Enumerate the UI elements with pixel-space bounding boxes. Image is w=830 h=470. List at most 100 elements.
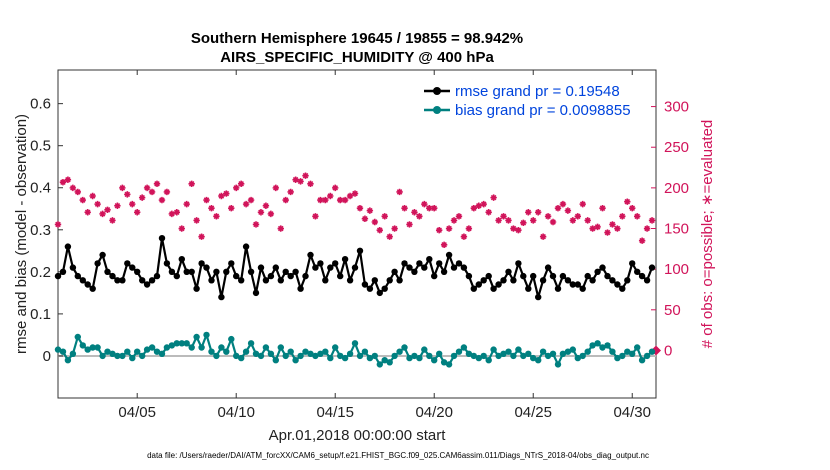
obs-point — [94, 200, 101, 208]
bias-point — [267, 350, 275, 357]
obs-point — [455, 213, 463, 220]
rmse-point — [515, 260, 522, 267]
obs-point — [109, 217, 116, 224]
obs-point — [79, 196, 86, 204]
obs-point — [421, 200, 428, 208]
obs-point — [619, 213, 626, 220]
x-tick-label: 04/30 — [613, 404, 651, 421]
rmse-point — [624, 277, 631, 284]
obs-point — [89, 192, 96, 200]
bias-point — [421, 346, 428, 353]
bias-point — [643, 352, 651, 360]
rmse-point — [178, 256, 185, 263]
bias-point — [114, 352, 121, 360]
bias-point — [544, 352, 552, 360]
y2-tick-label: 150 — [664, 221, 689, 238]
obs-point — [287, 188, 294, 196]
bias-point — [124, 348, 131, 355]
rmse-point — [594, 268, 601, 275]
bias-point — [638, 357, 646, 364]
obs-point — [237, 180, 245, 188]
rmse-point — [79, 277, 87, 284]
bias-point — [436, 350, 443, 357]
rmse-point — [619, 285, 626, 292]
rmse-point — [411, 268, 418, 275]
obs-point — [356, 204, 364, 212]
obs-point — [153, 180, 161, 188]
y2-tick-label: 0 — [664, 342, 672, 359]
rmse-point — [480, 277, 487, 284]
obs-point — [440, 241, 448, 248]
rmse-point — [173, 272, 180, 280]
rmse-point — [69, 264, 77, 271]
chart-title: Southern Hemisphere 19645 / 19855 = 98.9… — [191, 30, 523, 47]
rmse-point — [99, 251, 106, 259]
bias-point — [203, 331, 210, 339]
bias-point — [238, 354, 245, 362]
rmse-point — [445, 251, 453, 259]
x-axis: 04/05 04/10 04/15 04/20 04/25 04/30 — [118, 70, 651, 421]
legend-bias-marker — [433, 106, 441, 114]
rmse-point — [213, 268, 220, 275]
bias-point — [69, 350, 77, 357]
rmse-point — [287, 272, 294, 280]
footnote: data file: /Users/raeder/DAI/ATM_forcXX/… — [147, 451, 649, 460]
obs-point — [69, 184, 77, 192]
rmse-point — [262, 277, 270, 284]
rmse-point — [302, 272, 309, 280]
rmse-point — [223, 268, 230, 275]
obs-point — [604, 229, 611, 236]
obs-point — [426, 204, 433, 212]
bias-point — [193, 333, 200, 341]
obs-evaluated-series — [54, 172, 661, 356]
bias-point — [539, 348, 547, 355]
bias-point — [143, 346, 151, 353]
rmse-point — [341, 256, 349, 263]
bias-point — [416, 354, 423, 362]
rmse-point — [431, 272, 438, 280]
bias-point — [361, 348, 369, 355]
rmse-point — [203, 264, 210, 271]
rmse-point — [609, 277, 616, 284]
obs-point — [74, 188, 82, 196]
bias-point — [460, 344, 468, 351]
obs-point — [282, 196, 289, 204]
bias-point — [624, 348, 631, 355]
bias-point — [104, 348, 111, 355]
rmse-point — [247, 268, 255, 275]
obs-point — [599, 204, 606, 212]
bias-point — [223, 348, 230, 355]
obs-point — [505, 217, 512, 224]
obs-point — [213, 213, 220, 220]
obs-point — [336, 196, 344, 204]
y-tick-label: 0.3 — [30, 222, 51, 239]
obs-point — [317, 196, 324, 204]
rmse-point — [525, 285, 532, 292]
rmse-point — [282, 268, 289, 275]
rmse-point — [465, 272, 473, 280]
rmse-point — [124, 260, 131, 267]
rmse-point — [218, 293, 225, 301]
obs-point — [129, 200, 136, 208]
obs-point — [119, 184, 126, 192]
bias-point — [153, 348, 161, 355]
obs-point — [470, 204, 478, 212]
bias-point — [257, 352, 265, 360]
bias-point — [470, 352, 477, 360]
obs-point — [59, 178, 67, 186]
obs-point — [138, 194, 146, 201]
obs-point — [500, 213, 507, 220]
bias-point — [158, 350, 166, 357]
y-axis-label: rmse and bias (model - observation) — [13, 114, 30, 354]
obs-point — [579, 200, 586, 208]
bias-point — [139, 352, 146, 360]
bias-point — [465, 350, 473, 357]
obs-point — [406, 221, 413, 228]
obs-point — [327, 192, 334, 200]
rmse-point — [638, 272, 646, 280]
bias-point — [401, 344, 408, 351]
obs-point — [322, 196, 329, 204]
rmse-point — [376, 289, 383, 297]
y2-tick-label: 200 — [664, 180, 689, 197]
